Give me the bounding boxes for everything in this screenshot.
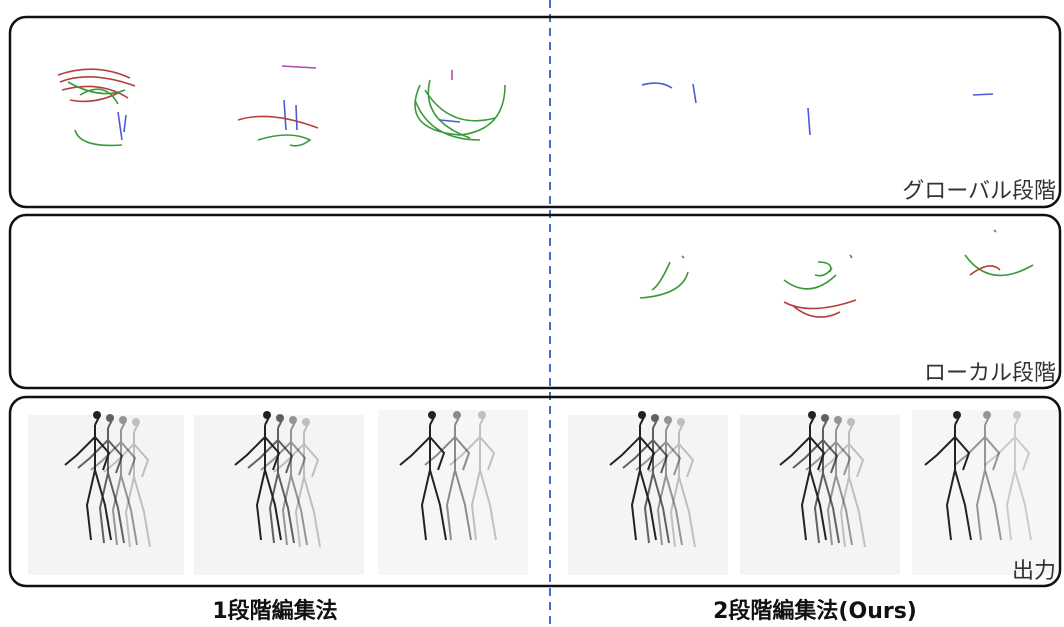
method-label: 1段階編集法	[212, 598, 337, 624]
stage-label: グローバル段階	[902, 179, 1056, 204]
output-panel	[8, 395, 1062, 588]
local-panel	[8, 213, 1062, 390]
global-panel	[8, 15, 1062, 209]
output-skeletons	[28, 410, 1057, 575]
global-trajectories	[57, 65, 994, 147]
local-trajectories	[639, 229, 1034, 318]
stage-label: ローカル段階	[924, 361, 1056, 386]
stage-label: 出力	[1012, 559, 1056, 584]
method-label: 2段階編集法(Ours)	[713, 598, 917, 624]
